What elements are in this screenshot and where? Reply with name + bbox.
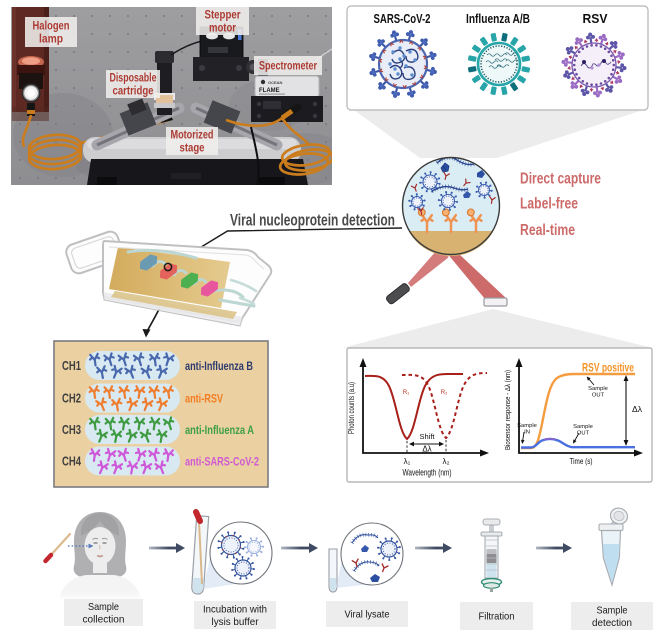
svg-text:OUT: OUT — [592, 393, 605, 399]
svg-text:Shift: Shift — [419, 432, 435, 441]
svg-text:Wavelength (nm): Wavelength (nm) — [403, 468, 452, 478]
svg-text:Incubation with: Incubation with — [203, 603, 267, 615]
svg-text:R₂: R₂ — [441, 389, 448, 396]
svg-text:Disposable: Disposable — [110, 73, 157, 85]
svg-text:Motorized: Motorized — [171, 130, 214, 142]
svg-text:λ₂: λ₂ — [442, 457, 449, 466]
svg-text:SARS-CoV-2: SARS-CoV-2 — [374, 12, 431, 26]
svg-text:CH3: CH3 — [62, 422, 81, 437]
svg-text:Δλ: Δλ — [632, 404, 643, 414]
svg-text:Sample: Sample — [573, 424, 593, 430]
svg-text:Viral nucleoprotein detection: Viral nucleoprotein detection — [230, 212, 395, 230]
svg-text:RSV: RSV — [583, 12, 609, 26]
svg-text:Sample: Sample — [88, 601, 119, 613]
svg-text:Direct capture: Direct capture — [520, 171, 601, 188]
svg-text:anti-Influenza A: anti-Influenza A — [185, 423, 254, 437]
svg-text:Halogen: Halogen — [33, 21, 70, 33]
svg-text:λ₁: λ₁ — [404, 457, 411, 466]
svg-text:Label-free: Label-free — [520, 196, 578, 213]
svg-text:cartridge: cartridge — [113, 86, 154, 98]
svg-text:Influenza A/B: Influenza A/B — [466, 12, 530, 26]
svg-text:OCEAN: OCEAN — [268, 80, 283, 85]
svg-text:anti-SARS-CoV-2: anti-SARS-CoV-2 — [185, 455, 259, 469]
svg-text:Biosensor response - Δλ (nm): Biosensor response - Δλ (nm) — [503, 370, 512, 450]
svg-text:lysis buffer: lysis buffer — [212, 616, 259, 628]
svg-text:RSV positive: RSV positive — [582, 361, 634, 375]
svg-text:stage: stage — [180, 143, 205, 155]
svg-text:Sample: Sample — [517, 423, 537, 429]
svg-text:Δλ: Δλ — [422, 445, 431, 454]
svg-text:Sample: Sample — [597, 604, 628, 616]
svg-text:Viral lysate: Viral lysate — [345, 609, 390, 621]
svg-text:anti-Influenza B: anti-Influenza B — [185, 359, 253, 373]
svg-text:motor: motor — [209, 23, 236, 35]
svg-text:detection: detection — [592, 617, 632, 629]
svg-text:Filtration: Filtration — [479, 611, 515, 623]
svg-text:CH4: CH4 — [62, 454, 82, 469]
svg-text:lamp: lamp — [39, 34, 63, 46]
svg-text:CH1: CH1 — [62, 358, 81, 373]
svg-text:FLAME: FLAME — [259, 88, 280, 94]
svg-text:Real-time: Real-time — [520, 222, 575, 239]
svg-text:Time (s): Time (s) — [570, 456, 593, 466]
svg-text:collection: collection — [83, 613, 125, 625]
svg-text:Spectrometer: Spectrometer — [259, 61, 317, 73]
svg-text:IN: IN — [524, 430, 530, 436]
svg-text:Stepper: Stepper — [205, 10, 241, 22]
svg-text:anti-RSV: anti-RSV — [185, 392, 223, 406]
svg-text:CH2: CH2 — [62, 391, 81, 406]
svg-text:R₁: R₁ — [403, 389, 410, 396]
svg-text:OUT: OUT — [577, 431, 590, 437]
svg-text:Sample: Sample — [588, 386, 608, 392]
svg-text:Photon counts (a.u): Photon counts (a.u) — [347, 382, 356, 434]
